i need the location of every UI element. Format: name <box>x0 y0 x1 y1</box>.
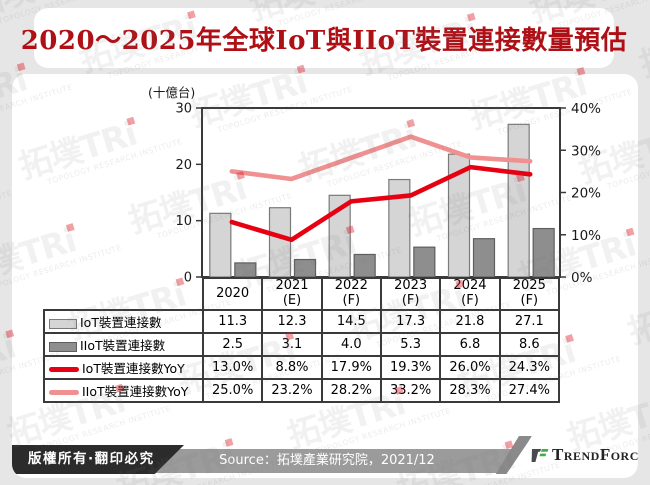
iiot-bar <box>413 246 436 278</box>
value-cell: 13.0% <box>201 355 264 380</box>
left-axis-tick-label: 10 <box>175 214 192 229</box>
value-cell: 14.5 <box>320 309 382 334</box>
legend-label: IoT裝置連接數YoY <box>82 361 185 376</box>
copyright-notice: 版權所有·翻印必究 <box>12 445 184 474</box>
right-axis-tick-label: 0% <box>571 270 593 285</box>
iot-yoy-line <box>229 164 533 243</box>
title-card: 2020～2025年全球IoT與IIoT裝置連接數量預估 <box>21 8 627 68</box>
legend-label: IoT裝置連接數 <box>80 315 162 330</box>
value-cell: 33.2% <box>379 378 442 403</box>
iot-bar <box>209 212 232 278</box>
brand-area <box>506 436 638 474</box>
table-row: IoT裝置連接數YoY 13.0% 8.8% 17.9% 19.3% 26.0% 24.3% <box>43 355 561 380</box>
legend-label: IIoT裝置連接數YoY <box>82 384 189 399</box>
value-cell: 12.3 <box>261 309 323 334</box>
legend-label: IIoT裝置連接數 <box>80 338 166 353</box>
page-title: 2020～2025年全球IoT與IIoT裝置連接數量預估 <box>20 25 628 56</box>
watermark-tile: 拓墣TRiTOPOLOGY RESEARCH INSTITUTE <box>503 478 650 485</box>
data-table: 2020 2021 (E) 2022 (F) 2023 (F) 2024 (F) 2025 (F) I… <box>43 277 561 403</box>
legend-cell: IoT裝置連接數YoY <box>43 355 204 380</box>
iiot-bar <box>353 253 376 278</box>
value-cell: 24.3% <box>498 355 561 380</box>
left-axis-tick-label: 0 <box>184 271 192 286</box>
value-cell: 25.0% <box>201 378 264 403</box>
iiot-bar <box>532 227 555 278</box>
value-cell: 28.2% <box>320 378 382 403</box>
iiot-bar <box>472 238 496 278</box>
value-cell: 28.3% <box>439 378 501 403</box>
left-axis-tick-label: 20 <box>175 158 192 173</box>
iot-bar <box>507 123 530 278</box>
legend-cell: IIoT裝置連接數 <box>43 332 204 357</box>
right-axis-tick-label: 40% <box>571 101 601 117</box>
table-corner-spacer <box>44 278 203 310</box>
chart-card: (十億台) 0 10 20 30 0% 10% 20% 30% 40% 2020 2021 (E) 2… <box>12 74 638 478</box>
plot-area <box>201 107 561 278</box>
value-cell: 3.1 <box>261 332 323 357</box>
watermark-red-dot <box>16 62 26 72</box>
value-cell: 5.3 <box>379 332 442 357</box>
left-axis-unit-label: (十億台) <box>148 85 196 100</box>
bar-legend-swatch-icon <box>49 318 77 329</box>
trendforce-wordmark: TrendForce <box>552 445 638 464</box>
value-cell: 8.8% <box>261 355 323 380</box>
combo-chart: 0 10 20 30 0% 10% 20% 30% 40% <box>175 101 601 286</box>
value-cell: 27.1 <box>498 309 561 334</box>
table-row: IoT裝置連接數 11.3 12.3 14.5 17.3 21.8 27.1 <box>43 309 561 334</box>
value-cell: 17.9% <box>320 355 382 380</box>
value-cell: 11.3 <box>201 309 264 334</box>
iot-bar <box>388 178 411 278</box>
legend-cell: IIoT裝置連接數YoY <box>43 378 204 403</box>
left-axis-tick-label: 30 <box>175 102 192 117</box>
table-row: IIoT裝置連接數YoY 25.0% 23.2% 28.2% 33.2% 28.3% 27.… <box>43 378 561 403</box>
iiot-bar <box>293 258 317 278</box>
value-cell: 21.8 <box>439 309 501 334</box>
iiot-bar <box>234 262 257 278</box>
x-axis-category: 2025 (F) <box>498 277 561 311</box>
line-legend-swatch-icon <box>49 390 79 395</box>
x-axis-category: 2022 (F) <box>320 277 382 311</box>
iiot-yoy-line <box>229 134 533 182</box>
right-axis-tick-label: 20% <box>571 186 601 202</box>
trendforce-monogram-icon <box>531 449 549 462</box>
table-row: IIoT裝置連接數 2.5 3.1 4.0 5.3 6.8 8.6 <box>43 332 561 357</box>
x-axis-category: 2020 <box>201 277 264 311</box>
value-cell: 4.0 <box>320 332 382 357</box>
trendforce-logo: TrendForce <box>531 440 638 470</box>
x-axis-category: 2023 (F) <box>379 277 442 311</box>
x-axis-category: 2024 (F) <box>439 277 501 311</box>
legend-cell: IoT裝置連接數 <box>43 309 204 334</box>
x-axis-category: 2021 (E) <box>261 277 323 311</box>
value-cell: 23.2% <box>261 378 323 403</box>
value-cell: 26.0% <box>439 355 501 380</box>
value-cell: 2.5 <box>201 332 264 357</box>
right-axis-tick-label: 30% <box>571 143 601 159</box>
iot-bar <box>328 194 351 278</box>
value-cell: 6.8 <box>439 332 501 357</box>
bar-legend-swatch-icon <box>49 341 77 352</box>
iot-bar <box>268 207 292 278</box>
value-cell: 19.3% <box>379 355 442 380</box>
line-legend-swatch-icon <box>49 367 79 372</box>
right-axis-tick-label: 10% <box>571 228 601 244</box>
value-cell: 17.3 <box>379 309 442 334</box>
value-cell: 8.6 <box>498 332 561 357</box>
value-cell: 27.4% <box>498 378 561 403</box>
source-caption: Source：拓墣產業研究院，2021/12 <box>219 453 435 468</box>
